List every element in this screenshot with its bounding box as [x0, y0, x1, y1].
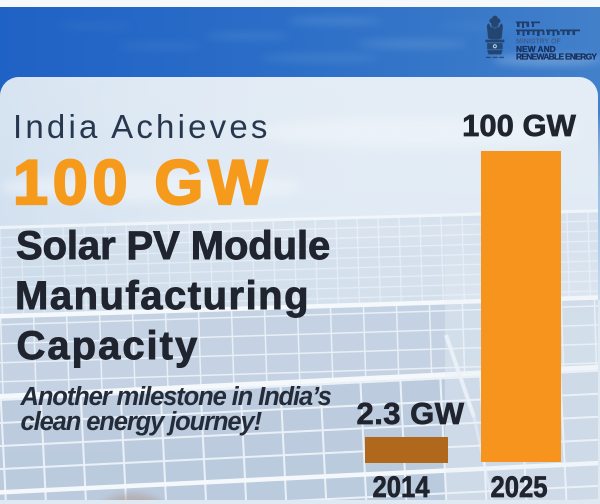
svg-text:MINISTRY OF: MINISTRY OF	[516, 39, 561, 46]
svg-text:NEW AND: NEW AND	[516, 44, 556, 54]
svg-text:RENEWABLE ENERGY: RENEWABLE ENERGY	[516, 52, 597, 62]
